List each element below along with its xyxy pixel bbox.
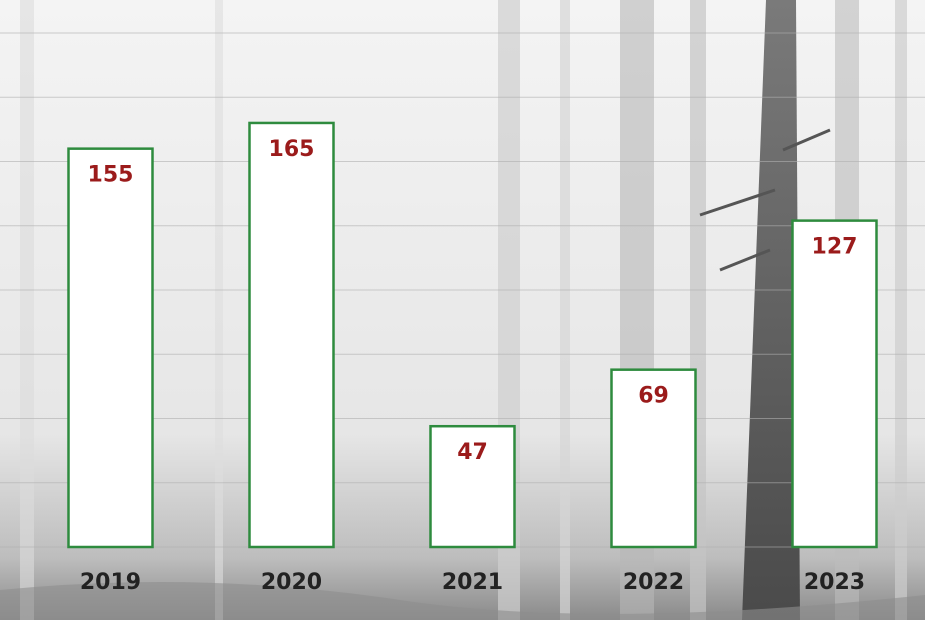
value-label: 69 xyxy=(638,384,669,409)
page: 155201916520204720216920221272023 (() =>… xyxy=(0,0,925,620)
bar xyxy=(793,221,877,547)
x-tick-label: 2022 xyxy=(623,570,684,595)
x-tick-label: 2023 xyxy=(804,570,865,595)
chart: 155 2019 165 2020 47 2021 69 2022 127 2023 xyxy=(0,0,925,620)
x-tick-label: 2019 xyxy=(80,570,141,595)
x-tick-label: 2020 xyxy=(261,570,322,595)
bar xyxy=(69,149,153,547)
value-label: 47 xyxy=(457,440,488,465)
value-label: 155 xyxy=(88,163,134,188)
bar xyxy=(250,123,334,547)
x-tick-label: 2021 xyxy=(442,570,503,595)
value-label: 127 xyxy=(812,235,858,260)
value-label: 165 xyxy=(269,137,315,162)
